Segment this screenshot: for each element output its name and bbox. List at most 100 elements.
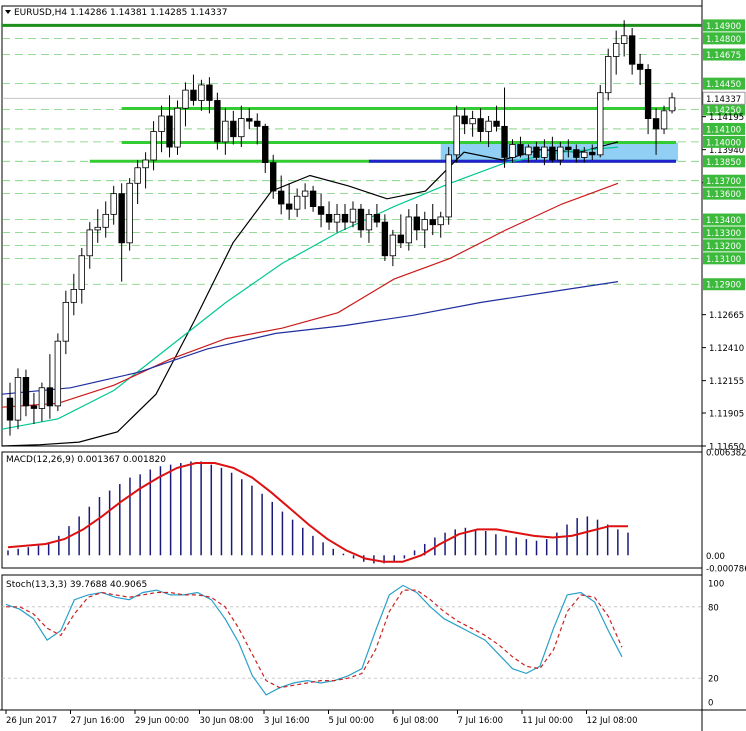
candle <box>533 141 540 160</box>
candle <box>325 201 333 230</box>
candle-body <box>262 125 269 163</box>
price-tick-label: 1.14675 <box>706 51 741 61</box>
macd-tick-label: -0.000786 <box>706 565 746 575</box>
candle-body <box>652 118 660 130</box>
candle-body <box>501 125 508 158</box>
candle-body <box>110 193 117 215</box>
stoch-line <box>6 589 623 689</box>
price-tick-label: 1.13700 <box>706 177 741 187</box>
candle <box>118 183 125 282</box>
candle <box>349 201 357 228</box>
candle <box>605 48 612 101</box>
price-label-badge <box>703 213 745 226</box>
candle-body <box>612 43 620 57</box>
candle-body <box>198 84 205 101</box>
candle-body <box>549 146 556 161</box>
candle <box>405 209 413 251</box>
candle-body <box>557 146 564 161</box>
candle-body <box>190 89 197 101</box>
candle-body <box>78 255 85 290</box>
candle-body <box>509 144 516 158</box>
candle <box>517 136 524 158</box>
candle-body <box>30 405 38 409</box>
candle-body <box>445 154 452 218</box>
candle <box>341 204 349 230</box>
candle <box>597 84 604 158</box>
candle-body <box>182 89 189 109</box>
price-label-badge <box>703 135 745 148</box>
candle-body <box>246 118 253 122</box>
current-price-label: 1.14337 <box>706 95 741 105</box>
time-tick-label: 6 Jul 08:00 <box>393 716 439 726</box>
candle-body <box>668 97 676 112</box>
candle-body <box>381 221 389 257</box>
candle-body <box>94 226 101 231</box>
candle <box>254 113 261 145</box>
candle-body <box>277 190 285 205</box>
candle <box>134 160 141 204</box>
price-tick-label: 1.13400 <box>706 216 741 226</box>
price-tick-label: 1.13100 <box>706 255 741 265</box>
candle <box>389 229 397 267</box>
candle <box>6 382 14 436</box>
candle <box>262 123 269 173</box>
candle-body <box>565 146 572 151</box>
candle-body <box>22 377 30 407</box>
candle <box>525 144 532 163</box>
candle <box>373 204 381 228</box>
candle-body <box>525 146 532 156</box>
candle-body <box>349 208 357 223</box>
candle-body <box>628 35 636 65</box>
stoch-tick-label: 0 <box>708 699 713 709</box>
candle-body <box>38 387 46 409</box>
candle-body <box>174 107 181 148</box>
price-tick-label: 1.12665 <box>709 311 744 321</box>
candle <box>22 369 30 417</box>
candle-body <box>270 162 277 192</box>
candle-body <box>421 219 428 231</box>
candle-body <box>660 110 668 130</box>
candle-body <box>150 131 157 161</box>
candle-body <box>142 159 149 169</box>
price-tick-label: 1.13940 <box>709 146 744 156</box>
price-tick-label: 1.14900 <box>706 22 741 32</box>
price-tick-label: 1.14195 <box>709 113 744 123</box>
price-tick-label: 1.13200 <box>706 242 741 252</box>
candle-body <box>333 213 341 223</box>
candle-body <box>597 92 604 156</box>
candle-body <box>341 213 349 223</box>
time-tick-label: 3 Jul 16:00 <box>264 716 310 726</box>
candle <box>421 211 428 248</box>
candle-body <box>413 216 420 231</box>
candle-body <box>301 190 309 197</box>
candle <box>293 188 301 217</box>
candle <box>317 193 325 228</box>
candle-body <box>222 120 229 143</box>
candle <box>54 333 62 412</box>
candle-body <box>453 115 460 156</box>
candle-body <box>126 182 133 244</box>
candle <box>285 183 293 220</box>
stoch-tick-label: 80 <box>708 603 719 613</box>
candle-body <box>620 35 628 44</box>
candle <box>413 204 420 241</box>
candle <box>612 30 620 75</box>
candle <box>557 141 564 166</box>
price-label-badge <box>703 122 745 135</box>
price-tick-label: 1.11650 <box>709 443 744 453</box>
candle <box>150 121 157 171</box>
candle-body <box>581 151 588 158</box>
candle <box>78 248 85 304</box>
candle <box>620 20 628 57</box>
candle-body <box>461 115 468 125</box>
candle <box>461 108 468 135</box>
candle-body <box>397 234 405 244</box>
price-tick-label: 1.12155 <box>709 377 744 387</box>
moving-average-line <box>1 281 619 395</box>
candle <box>469 110 476 137</box>
candle-body <box>54 340 62 407</box>
price-tick-label: 1.13300 <box>706 229 741 239</box>
price-label-badge <box>703 239 745 252</box>
candle-body <box>238 118 245 138</box>
